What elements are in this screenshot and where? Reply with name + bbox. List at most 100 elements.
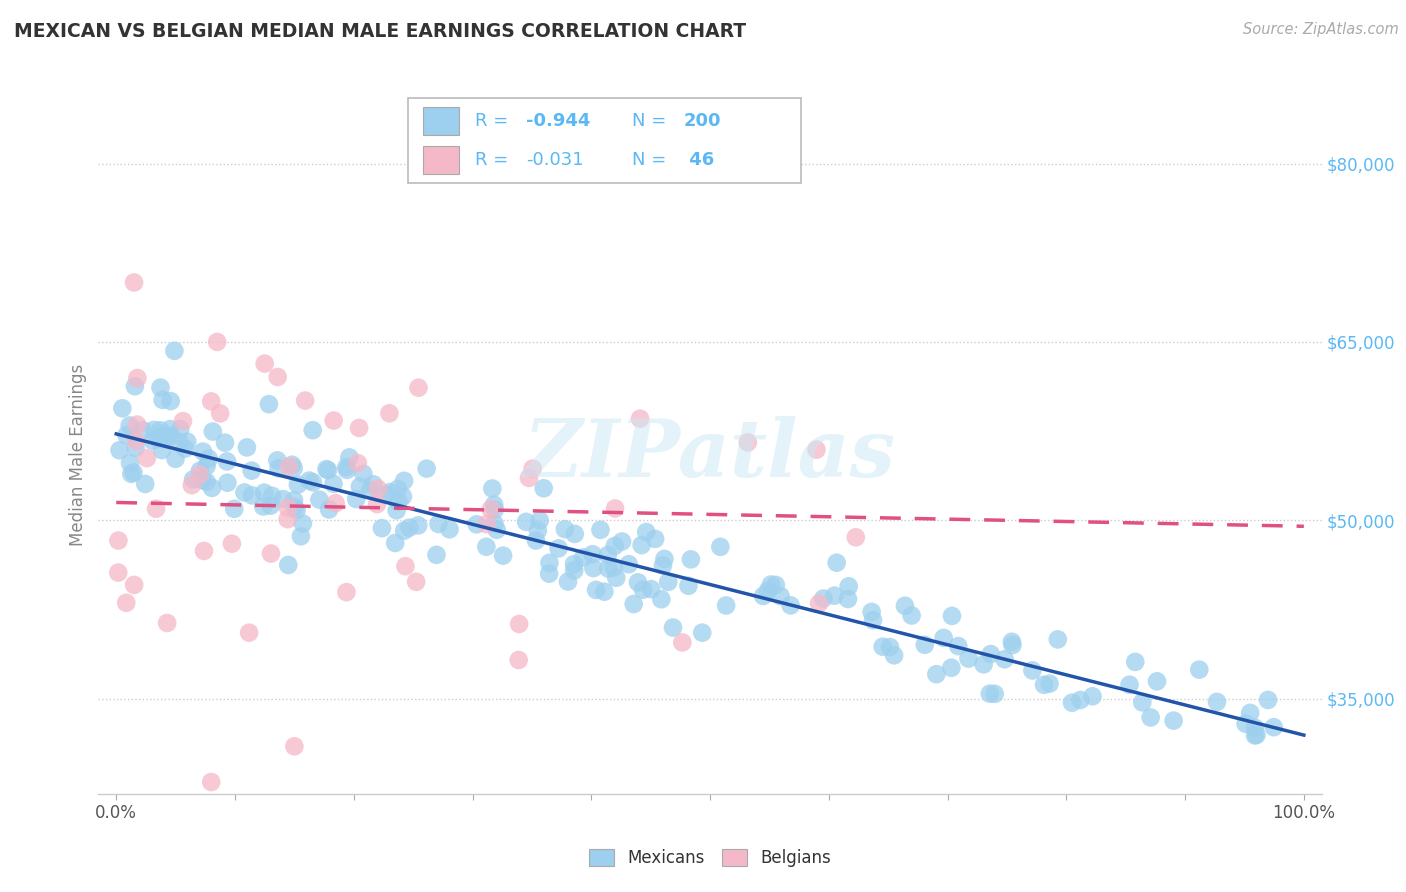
Point [285,503,308,517]
Point [337,450,360,465]
Point [375,487,398,501]
Point [517,471,540,485]
Point [994,652,1017,666]
Point [484,516,506,531]
Point [283,493,305,508]
Point [200,394,222,409]
Point [932,631,955,645]
Point [808,596,831,610]
Text: -0.944: -0.944 [526,112,591,130]
Point [267,461,290,475]
Point [479,502,502,516]
Point [492,549,515,563]
Point [387,482,409,496]
Point [240,488,263,502]
Point [188,464,211,478]
Point [481,482,503,496]
Point [1021,664,1043,678]
Point [322,413,344,427]
Point [271,491,294,506]
Point [562,557,585,571]
Point [152,392,174,407]
Text: R =: R = [475,112,513,130]
Point [482,498,505,512]
Point [201,425,224,439]
Point [900,608,922,623]
Point [301,423,323,437]
Point [143,423,166,437]
Point [679,552,702,566]
Point [169,435,191,450]
Point [925,667,948,681]
Point [845,530,868,544]
FancyBboxPatch shape [408,98,801,183]
Point [308,492,330,507]
FancyBboxPatch shape [423,145,458,175]
Point [557,574,579,589]
Point [813,591,835,606]
Point [124,441,146,455]
Point [127,371,149,385]
Point [862,613,884,627]
Point [610,534,633,549]
Point [176,434,198,449]
Point [344,492,367,507]
Point [538,556,561,570]
Point [529,513,551,527]
Text: 46: 46 [683,151,714,169]
Point [1081,690,1104,704]
Point [315,462,337,476]
Point [221,536,243,550]
Point [281,458,304,472]
Point [1038,676,1060,690]
Point [252,500,274,514]
Point [209,406,232,420]
Point [564,527,586,541]
Point [160,429,183,443]
Point [484,502,506,516]
Text: N =: N = [633,112,672,130]
Point [427,516,450,531]
Point [159,394,181,409]
Point [159,422,181,436]
Point [118,456,141,470]
Point [654,552,676,566]
Point [215,454,238,468]
Point [352,467,374,481]
Point [630,538,652,552]
Point [359,483,381,497]
Point [596,548,619,562]
Point [107,566,129,580]
Point [737,435,759,450]
Point [825,556,848,570]
Point [779,599,801,613]
Point [837,592,859,607]
Point [257,397,280,411]
Point [349,479,371,493]
Point [172,414,194,428]
Point [1118,678,1140,692]
Point [979,687,1001,701]
Point [603,501,626,516]
Point [298,474,321,488]
Point [475,517,498,532]
Point [188,467,211,482]
Point [406,518,429,533]
Point [465,517,488,532]
Point [1130,695,1153,709]
Text: N =: N = [633,151,672,169]
Point [180,478,202,492]
Point [824,589,846,603]
Point [115,596,138,610]
Point [527,524,550,538]
Point [238,625,260,640]
Point [152,429,174,443]
Point [605,571,627,585]
Point [628,411,651,425]
Point [562,564,585,578]
Point [149,423,172,437]
Point [439,522,461,536]
Point [690,625,713,640]
Point [602,560,624,574]
Point [1001,638,1024,652]
